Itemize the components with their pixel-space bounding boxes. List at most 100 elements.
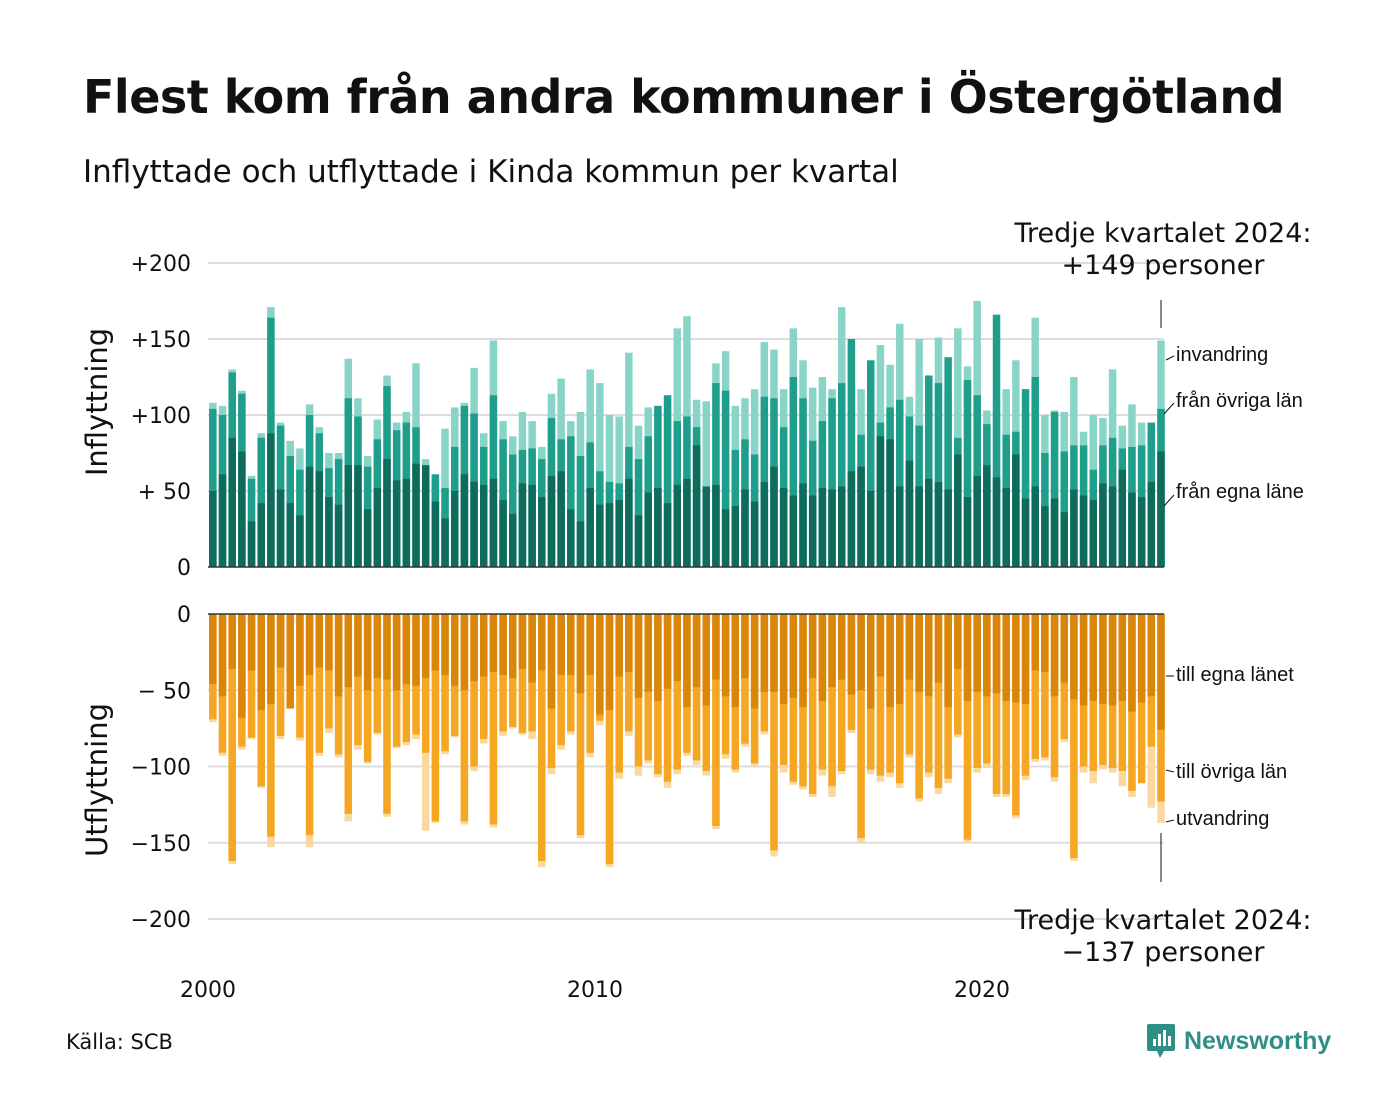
utflyttning-bar-seg1 xyxy=(1118,614,1127,701)
inflyttning-segment-labels: invandring från övriga län från egna län… xyxy=(1163,344,1304,507)
chart-title: Flest kom från andra kommuner i Östergöt… xyxy=(83,70,1285,124)
inflyttning-bar-seg2 xyxy=(1031,377,1039,567)
inflyttning-bar-seg1 xyxy=(779,487,788,567)
inflyttning-bar-seg1 xyxy=(1050,498,1059,567)
inflyttning-bar-seg1 xyxy=(412,463,420,567)
inflyttning-bar-seg1 xyxy=(315,471,324,567)
utflyttning-bar-seg1 xyxy=(1031,614,1039,671)
utflyttning-bar-seg1 xyxy=(828,614,836,688)
inflyttning-bar-seg1 xyxy=(1031,486,1039,567)
inflyttning-bar-seg1 xyxy=(1070,489,1078,567)
inflyttning-bar-seg1 xyxy=(857,466,865,567)
utflyttning-bar-seg2 xyxy=(383,614,391,814)
inflyttning-bar-seg1 xyxy=(344,465,353,567)
inflyttning-bar-seg1 xyxy=(702,486,710,567)
inflyttning-bar-seg1 xyxy=(383,459,391,567)
inflyttning-bar-seg1 xyxy=(876,436,885,567)
inflyttning-bar-seg1 xyxy=(489,478,498,567)
inflyttning-bar-seg1 xyxy=(257,503,265,567)
label-invandring-leader xyxy=(1165,355,1175,361)
inflyttning-bar-seg1 xyxy=(363,509,372,567)
utflyttning-bar-seg1 xyxy=(344,614,353,688)
utflyttning-bar-seg1 xyxy=(518,614,527,669)
inflyttning-bar-seg1 xyxy=(402,478,411,567)
utflyttning-bar-seg1 xyxy=(605,614,614,711)
inflyttning-bar-seg1 xyxy=(867,491,875,567)
inflyttning-bar-seg1 xyxy=(896,486,904,567)
utflyttning-bar-seg1 xyxy=(896,614,904,704)
inflyttning-bar-seg2 xyxy=(789,377,798,567)
utflyttning-bar-seg1 xyxy=(750,614,759,709)
inflyttning-bar-seg1 xyxy=(567,509,575,567)
inflyttning-bar-seg1 xyxy=(431,501,440,567)
utflyttning-bar-seg1 xyxy=(692,614,701,688)
inflyttning-bar-seg1 xyxy=(944,489,952,567)
label-fran-ovriga-lan: från övriga län xyxy=(1176,390,1303,412)
inflyttning-bar-seg1 xyxy=(276,489,285,567)
utflyttning-bar-seg1 xyxy=(267,614,275,704)
inflyttning-bar-seg1 xyxy=(596,504,604,567)
utflyttning-bar-seg1 xyxy=(596,614,604,715)
utflyttning-bar-seg1 xyxy=(538,614,546,671)
inflyttning-y-tick-label: +200 xyxy=(131,252,191,277)
utflyttning-bar-seg1 xyxy=(509,614,517,679)
inflyttning-bar-seg1 xyxy=(886,439,894,567)
utflyttning-bar-seg1 xyxy=(257,614,265,711)
inflyttning-bar-seg1 xyxy=(789,495,798,567)
inflyttning-bar-seg1 xyxy=(721,509,730,567)
inflyttning-bar-seg1 xyxy=(983,465,991,567)
utflyttning-bar-seg1 xyxy=(1060,614,1068,683)
utflyttning-bar-seg2 xyxy=(1002,614,1010,794)
inflyttning-bar-seg2 xyxy=(567,436,575,567)
inflyttning-bar-seg1 xyxy=(392,480,401,567)
inflyttning-bar-seg1 xyxy=(828,489,836,567)
inflyttning-bar-seg1 xyxy=(808,495,817,567)
utflyttning-bar-seg1 xyxy=(383,614,391,680)
utflyttning-callout-line1: Tredje kvartalet 2024: xyxy=(1014,905,1312,936)
utflyttning-bar-seg1 xyxy=(663,614,672,689)
utflyttning-bar-seg1 xyxy=(673,614,681,682)
inflyttning-bar-seg1 xyxy=(538,497,546,567)
chart-subtitle: Inflyttade och utflyttade i Kinda kommun… xyxy=(83,154,899,190)
inflyttning-bar-seg1 xyxy=(460,474,469,567)
newsworthy-logo-icon xyxy=(1147,1024,1175,1058)
utflyttning-bar-seg1 xyxy=(857,614,865,691)
utflyttning-bar-seg1 xyxy=(1137,614,1146,703)
inflyttning-bar-seg1 xyxy=(238,451,246,567)
inflyttning-bar-seg1 xyxy=(847,471,856,567)
utflyttning-bar-seg1 xyxy=(1012,614,1020,703)
utflyttning-bar-seg1 xyxy=(615,614,623,677)
utflyttning-bar-seg1 xyxy=(867,614,875,709)
inflyttning-bars xyxy=(209,301,1165,567)
utflyttning-axis-title: Utflyttning xyxy=(80,703,114,857)
utflyttning-bar-seg1 xyxy=(992,614,1001,694)
utflyttning-bar-seg2 xyxy=(576,614,585,836)
inflyttning-bar-seg1 xyxy=(760,481,769,567)
utflyttning-bar-seg2 xyxy=(228,614,236,862)
utflyttning-bar-seg2 xyxy=(1012,614,1020,816)
utflyttning-bar-seg2 xyxy=(615,614,623,773)
utflyttning-bar-seg2 xyxy=(673,614,681,770)
inflyttning-bar-seg1 xyxy=(673,484,681,567)
inflyttning-bar-seg1 xyxy=(1157,451,1165,567)
inflyttning-bar-seg2 xyxy=(663,395,672,567)
inflyttning-bar-seg1 xyxy=(228,437,236,567)
newsworthy-logo[interactable]: Newsworthy xyxy=(1146,1022,1331,1060)
utflyttning-bar-seg2 xyxy=(1070,614,1078,858)
utflyttning-bar-seg1 xyxy=(576,614,585,694)
utflyttning-bar-seg1 xyxy=(837,614,846,680)
inflyttning-bar-seg1 xyxy=(1099,483,1107,567)
utflyttning-bar-seg1 xyxy=(334,614,343,697)
utflyttning-bar-seg2 xyxy=(557,614,565,746)
utflyttning-bar-seg1 xyxy=(741,614,749,679)
utflyttning-bar-seg2 xyxy=(963,614,972,840)
inflyttning-bar-seg1 xyxy=(625,478,633,567)
inflyttning-bar-seg1 xyxy=(470,481,478,567)
inflyttning-bar-seg1 xyxy=(1079,495,1088,567)
inflyttning-bar-seg2 xyxy=(847,339,856,567)
inflyttning-bar-seg2 xyxy=(925,375,933,567)
utflyttning-bar-seg2 xyxy=(712,614,720,826)
inflyttning-bar-seg2 xyxy=(1021,389,1030,567)
utflyttning-bar-seg2 xyxy=(315,614,324,753)
inflyttning-bar-seg1 xyxy=(286,503,294,567)
